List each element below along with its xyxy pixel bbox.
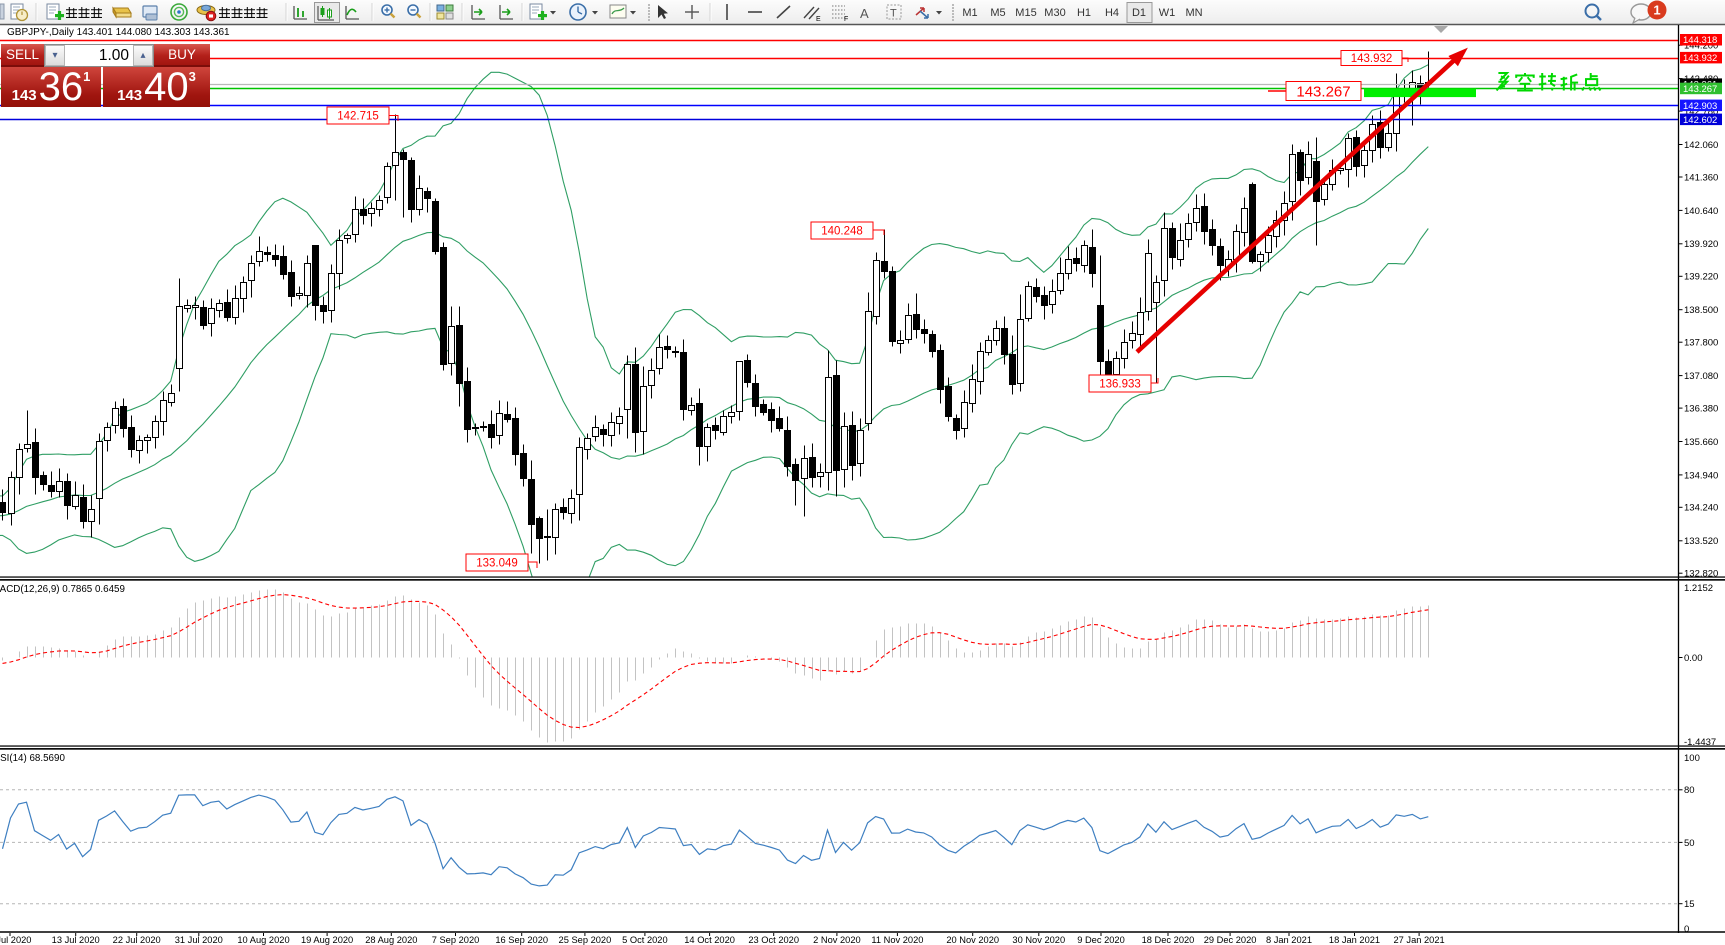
svg-text:30 Nov 2020: 30 Nov 2020 [1012,935,1065,945]
svg-text:A: A [860,6,869,21]
svg-text:E: E [816,16,821,23]
svg-text:142.715: 142.715 [337,111,379,123]
svg-text:143.267: 143.267 [1296,83,1350,100]
svg-text:2 Nov 2020: 2 Nov 2020 [813,935,861,945]
svg-text:F: F [844,16,848,23]
svg-text:142.060: 142.060 [1684,140,1718,151]
svg-text:1.2152: 1.2152 [1684,583,1713,594]
svg-text:143.932: 143.932 [1351,53,1393,65]
svg-text:142.780: 142.780 [1684,107,1718,118]
svg-text:MN: MN [1185,7,1202,19]
svg-text:144.318: 144.318 [1683,35,1717,46]
svg-text:D1: D1 [1132,7,1146,19]
svg-text:142.903: 142.903 [1683,101,1717,112]
svg-text:137.080: 137.080 [1684,371,1718,382]
svg-text:10 Aug 2020: 10 Aug 2020 [237,935,289,945]
svg-text:143.932: 143.932 [1683,53,1717,64]
svg-text:8 Jan 2021: 8 Jan 2021 [1266,935,1312,945]
svg-text:13 Jul 2020: 13 Jul 2020 [52,935,100,945]
svg-text:50: 50 [1684,838,1695,849]
svg-text:5 Oct 2020: 5 Oct 2020 [622,935,667,945]
svg-text:GBPJPY-,Daily 143.401 144.080: GBPJPY-,Daily 143.401 144.080 143.303 14… [7,27,230,38]
svg-text:W1: W1 [1159,7,1176,19]
svg-text:23 Oct 2020: 23 Oct 2020 [748,935,799,945]
svg-text:140.248: 140.248 [821,226,863,238]
svg-text:31 Jul 2020: 31 Jul 2020 [175,935,223,945]
svg-text:29 Dec 2020: 29 Dec 2020 [1204,935,1257,945]
svg-text:20 Nov 2020: 20 Nov 2020 [946,935,999,945]
svg-text:134.940: 134.940 [1684,470,1718,481]
svg-text:7 Sep 2020: 7 Sep 2020 [432,935,480,945]
svg-text:M1: M1 [962,7,977,19]
svg-text:16 Sep 2020: 16 Sep 2020 [495,935,548,945]
svg-text:25 Sep 2020: 25 Sep 2020 [559,935,612,945]
svg-text:135.660: 135.660 [1684,437,1718,448]
svg-text:0: 0 [1684,924,1689,935]
svg-text:H4: H4 [1105,7,1119,19]
svg-text:19 Aug 2020: 19 Aug 2020 [301,935,353,945]
svg-text:141.360: 141.360 [1684,172,1718,183]
svg-text:28 Aug 2020: 28 Aug 2020 [365,935,417,945]
svg-text:M15: M15 [1015,7,1036,19]
svg-text:139.920: 139.920 [1684,239,1718,250]
svg-text:139.220: 139.220 [1684,272,1718,283]
svg-text:H1: H1 [1077,7,1091,19]
svg-text:15: 15 [1684,899,1695,910]
svg-text:140.640: 140.640 [1684,206,1718,217]
svg-text:18 Dec 2020: 18 Dec 2020 [1142,935,1195,945]
svg-text:132.820: 132.820 [1684,569,1718,580]
svg-text:M5: M5 [990,7,1005,19]
svg-text:-1.4437: -1.4437 [1684,737,1716,748]
svg-text:0.00: 0.00 [1684,653,1703,664]
svg-text:14 Oct 2020: 14 Oct 2020 [684,935,735,945]
svg-text:M30: M30 [1044,7,1065,19]
svg-text:100: 100 [1684,753,1700,764]
svg-text:2 Jul 2020: 2 Jul 2020 [0,935,31,945]
svg-text:143.267: 143.267 [1683,84,1717,95]
svg-text:RSI(14) 68.5690: RSI(14) 68.5690 [0,753,65,764]
svg-text:133.049: 133.049 [476,558,518,570]
svg-text:1: 1 [1653,3,1660,18]
svg-text:22 Jul 2020: 22 Jul 2020 [113,935,161,945]
svg-text:144.200: 144.200 [1684,41,1718,52]
svg-text:MACD(12,26,9) 0.7865 0.6459: MACD(12,26,9) 0.7865 0.6459 [0,584,125,595]
svg-text:137.800: 137.800 [1684,338,1718,349]
svg-text:18 Jan 2021: 18 Jan 2021 [1329,935,1380,945]
svg-text:9 Dec 2020: 9 Dec 2020 [1077,935,1125,945]
svg-text:134.240: 134.240 [1684,503,1718,514]
svg-text:80: 80 [1684,785,1695,796]
svg-text:138.500: 138.500 [1684,305,1718,316]
svg-text:142.602: 142.602 [1683,115,1717,126]
svg-text:133.520: 133.520 [1684,536,1718,547]
svg-text:136.380: 136.380 [1684,404,1718,415]
svg-text:T: T [890,8,897,20]
svg-text:136.933: 136.933 [1099,379,1141,391]
svg-text:27 Jan 2021: 27 Jan 2021 [1394,935,1445,945]
svg-text:11 Nov 2020: 11 Nov 2020 [871,935,923,945]
